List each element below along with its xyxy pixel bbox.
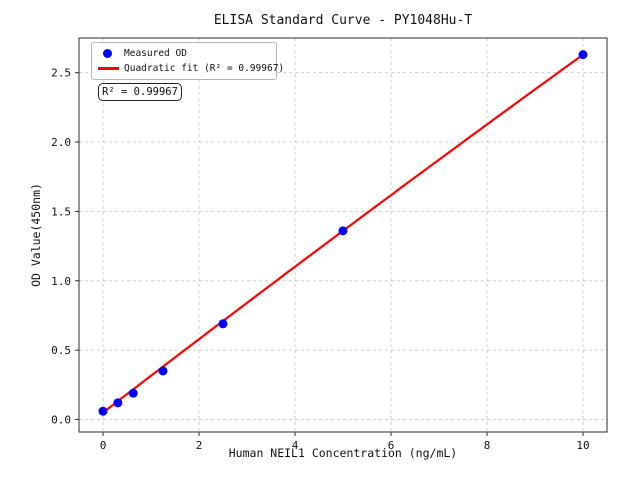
x-tick-label: 0 (100, 439, 107, 452)
measured-od-point (128, 388, 138, 398)
measured-od-point (113, 398, 123, 408)
r-squared-annotation: R² = 0.99967 (98, 83, 182, 101)
measured-od-point (578, 50, 588, 60)
red-line-marker-icon (98, 67, 119, 70)
x-tick-label: 6 (388, 439, 395, 452)
x-tick-label: 10 (576, 439, 589, 452)
x-tick-label: 2 (196, 439, 203, 452)
y-tick-label: 0.0 (51, 414, 71, 427)
measured-od-point (98, 406, 108, 416)
y-tick-label: 1.0 (51, 275, 71, 288)
measured-od-point (158, 366, 168, 376)
x-tick-label: 4 (292, 439, 299, 452)
legend-label-quadratic-fit: Quadratic fit (R² = 0.99967) (124, 63, 285, 74)
legend-item-quadratic-fit: Quadratic fit (R² = 0.99967) (98, 61, 284, 76)
chart-title: ELISA Standard Curve - PY1048Hu-T (213, 13, 473, 28)
measured-od-point (218, 319, 228, 329)
y-axis-label: OD Value(450nm) (29, 183, 43, 287)
blue-dot-marker-icon (103, 49, 112, 58)
plot-border (78, 37, 608, 433)
x-tick-label: 8 (484, 439, 491, 452)
x-axis-label: Human NEIL1 Concentration (ng/mL) (228, 446, 458, 460)
y-tick-label: 2.5 (51, 67, 71, 80)
legend-item-measured-od: Measured OD (98, 46, 270, 61)
legend-label-measured-od: Measured OD (124, 48, 187, 59)
y-tick-label: 1.5 (51, 205, 71, 218)
legend: Measured OD Quadratic fit (R² = 0.99967) (91, 42, 284, 80)
y-tick-label: 0.5 (51, 344, 71, 357)
y-tick-label: 2.0 (51, 136, 71, 149)
measured-od-point (338, 226, 348, 236)
